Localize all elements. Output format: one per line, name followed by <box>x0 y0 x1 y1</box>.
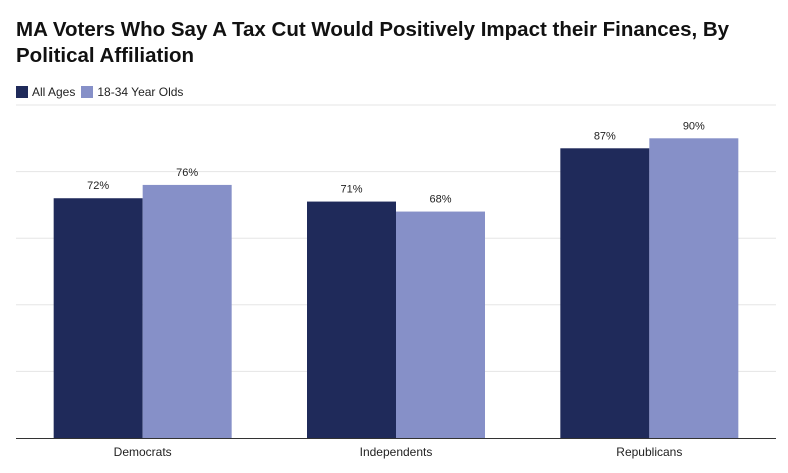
bar-independents-all-ages <box>307 201 396 438</box>
x-tick-label-republicans: Republicans <box>616 445 682 459</box>
bar-republicans-all-ages <box>560 148 650 439</box>
bar-democrats-18-34 <box>142 184 232 438</box>
bar-democrats-all-ages <box>53 198 143 438</box>
bars <box>53 138 739 439</box>
bar-republicans-18-34 <box>649 138 739 439</box>
chart-title: MA Voters Who Say A Tax Cut Would Positi… <box>16 18 730 67</box>
data-label-republicans-18-34: 90% <box>683 120 705 132</box>
data-label-democrats-all-ages: 72% <box>87 180 109 192</box>
data-label-democrats-18-34: 76% <box>176 167 198 179</box>
data-label-republicans-all-ages: 87% <box>594 130 616 142</box>
legend: All Ages 18-34 Year Olds <box>16 85 189 99</box>
x-tick-label-democrats: Democrats <box>114 445 172 459</box>
legend-swatch-18-34 <box>81 86 94 98</box>
x-axis-tick-labels: Democrats Independents Republicans <box>114 445 683 459</box>
legend-label-all-ages: All Ages <box>32 85 76 99</box>
bar-independents-18-34 <box>396 211 485 438</box>
data-label-independents-18-34: 68% <box>429 194 451 206</box>
x-tick-label-independents: Independents <box>360 445 433 459</box>
legend-item-18-34[interactable]: 18-34 Year Olds <box>81 85 183 99</box>
data-label-independents-all-ages: 71% <box>340 184 362 196</box>
legend-item-all-ages[interactable]: All Ages <box>16 85 75 99</box>
legend-label-18-34: 18-34 Year Olds <box>97 85 184 99</box>
data-labels: 72% 76% 71% 68% 87% 90% <box>87 120 705 205</box>
legend-swatch-all-ages <box>16 86 28 98</box>
